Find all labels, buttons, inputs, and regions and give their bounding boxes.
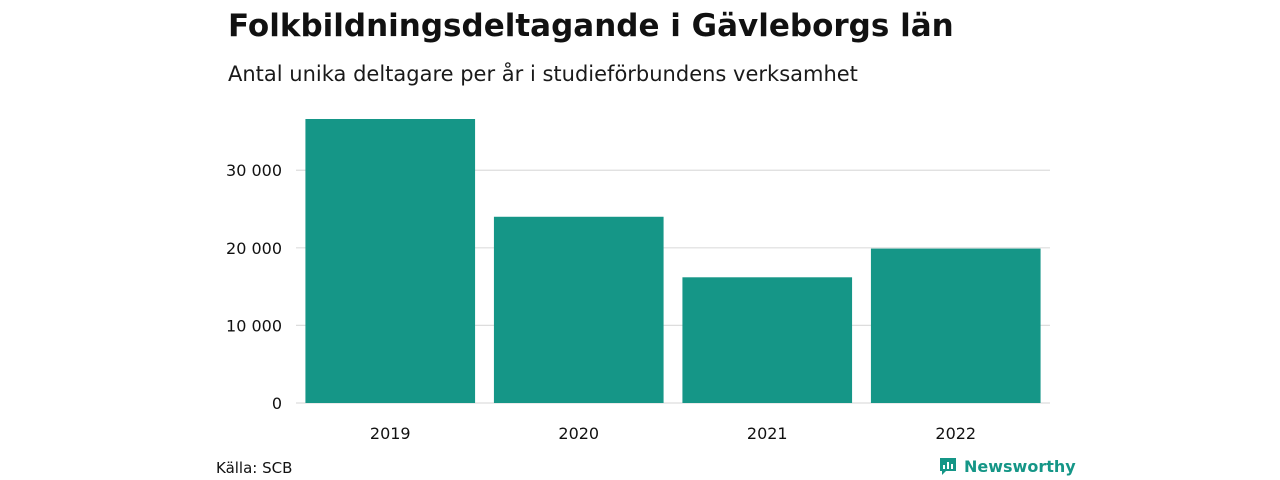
bar — [870, 248, 1041, 403]
source-label: Källa: SCB — [216, 459, 293, 477]
x-tick-label: 2021 — [747, 424, 788, 443]
bar-chart-logo-icon — [940, 458, 956, 475]
x-tick-label: 2019 — [370, 424, 411, 443]
y-tick-label: 20 000 — [226, 239, 282, 258]
chart-subtitle: Antal unika deltagare per år i studieför… — [228, 62, 858, 86]
chart-title: Folkbildningsdeltagande i Gävleborgs län — [228, 8, 954, 44]
bar — [493, 216, 664, 403]
y-tick-label: 30 000 — [226, 161, 282, 180]
brand-name: Newsworthy — [964, 456, 1076, 476]
x-tick-label: 2020 — [558, 424, 599, 443]
y-tick-label: 10 000 — [226, 316, 282, 335]
x-tick-label: 2022 — [935, 424, 976, 443]
bar — [682, 277, 853, 403]
bar — [305, 119, 476, 403]
y-tick-label: 0 — [272, 394, 282, 413]
newsworthy-logo: Newsworthy — [938, 456, 1076, 476]
